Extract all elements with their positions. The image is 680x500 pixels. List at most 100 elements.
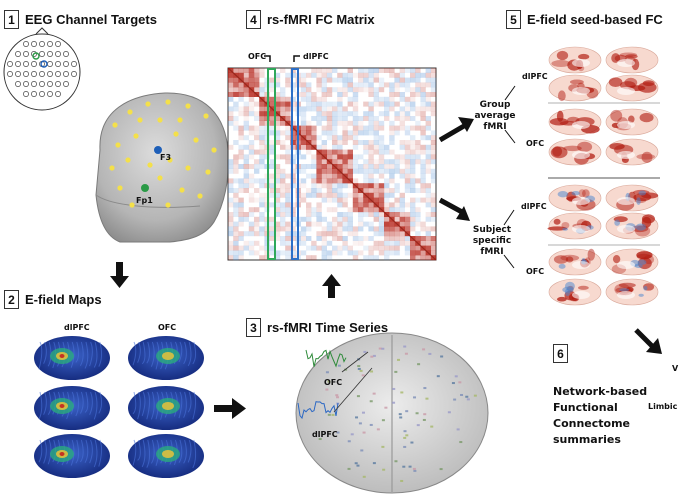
fc-cell (378, 240, 385, 246)
fc-cell (394, 188, 400, 193)
fc-cell (378, 168, 385, 174)
fc-cell (425, 92, 431, 97)
fc-cell (404, 212, 411, 217)
fc-cell (316, 188, 322, 193)
fc-cell (290, 120, 296, 126)
seed-fc-brain (548, 108, 602, 136)
brain-voxel (325, 388, 329, 391)
fc-cell (425, 192, 431, 198)
fc-cell (238, 135, 244, 141)
fc-cell (352, 231, 359, 237)
fc-cell (342, 178, 348, 184)
fc-cell (243, 87, 249, 93)
fc-cell (358, 221, 364, 227)
fc-cell (326, 120, 333, 126)
fc-cell (259, 116, 265, 121)
head-electrode (157, 117, 163, 123)
fc-cell (394, 92, 400, 97)
fc-cell (290, 245, 296, 251)
fc-cell (285, 212, 291, 217)
fc-cell (269, 125, 275, 131)
fc-cell (300, 178, 307, 184)
panel-2-title: E-field Maps (25, 292, 102, 307)
efield-brain (128, 386, 204, 430)
fc-cell (425, 149, 431, 155)
fc-cell (373, 164, 379, 169)
fc-cell (389, 250, 395, 256)
fc-cell (254, 87, 260, 93)
fc-cell (311, 130, 317, 136)
fc-cell (316, 202, 322, 208)
fc-cell (228, 82, 234, 88)
fc-cell (425, 106, 431, 112)
fc-cell (269, 82, 275, 88)
fc-cell (378, 140, 385, 145)
fc-cell (290, 159, 296, 165)
fc-cell (285, 149, 291, 155)
cap-electrode (31, 61, 37, 67)
fc-cell (290, 82, 296, 88)
fc-cell (404, 140, 411, 145)
fc-cell (332, 77, 338, 83)
fc-cell (243, 173, 249, 179)
fc-cell (280, 130, 286, 136)
fc-cell (410, 221, 416, 227)
fc-cell (248, 178, 255, 184)
fc-cell (228, 240, 234, 246)
fc-cell (415, 111, 421, 117)
fc-cell (300, 183, 307, 189)
fc-cell (389, 87, 395, 93)
fc-cell (368, 173, 374, 179)
fc-cell (326, 92, 333, 97)
fc-cell (363, 140, 369, 145)
fc-cell (358, 130, 364, 136)
fc-cell (274, 72, 281, 78)
fc-cell (363, 77, 369, 83)
fc-cell (368, 116, 374, 121)
fc-cell (300, 168, 307, 174)
dlpfc-trace (297, 401, 339, 420)
fc-cell (300, 92, 307, 97)
fc-cell (368, 245, 374, 251)
fc-cell (368, 168, 374, 174)
fc-cell (420, 101, 426, 107)
fc-cell (311, 173, 317, 179)
fc-cell (254, 101, 260, 107)
fc-cell (384, 255, 390, 261)
fc-cell (269, 144, 275, 150)
fc-cell (425, 135, 431, 141)
fc-cell (352, 111, 359, 117)
head-electrode (167, 157, 173, 163)
fc-cell (269, 236, 275, 241)
fc-cell (363, 116, 369, 121)
fc-cell (254, 221, 260, 227)
brain-voxel (335, 394, 339, 397)
fc-cell (368, 82, 374, 88)
fc-cell (280, 188, 286, 193)
subject-line-3: fMRI (480, 247, 504, 257)
fc-cell (280, 236, 286, 241)
fc-cell (259, 197, 265, 203)
fc-cell (280, 120, 286, 126)
fc-cell (430, 192, 437, 198)
fc-cell (274, 178, 281, 184)
fc-cell (332, 68, 338, 73)
head-electrode (203, 113, 209, 119)
fc-cell (337, 212, 343, 217)
fc-cell (233, 82, 239, 88)
fc-cell (269, 159, 275, 165)
fc-cell (410, 255, 416, 261)
fc-cell (259, 202, 265, 208)
fc-cell (311, 154, 317, 160)
fc-cell (300, 140, 307, 145)
seed-fc-brain (605, 212, 659, 240)
brain-voxel (355, 416, 359, 419)
fc-cell (358, 207, 364, 213)
fc-cell (254, 159, 260, 165)
brain-voxel (465, 395, 469, 398)
fc-cell (378, 192, 385, 198)
fmri-brain (295, 332, 489, 494)
fc-cell (285, 221, 291, 227)
fc-cell (394, 245, 400, 251)
fc-cell (280, 154, 286, 160)
